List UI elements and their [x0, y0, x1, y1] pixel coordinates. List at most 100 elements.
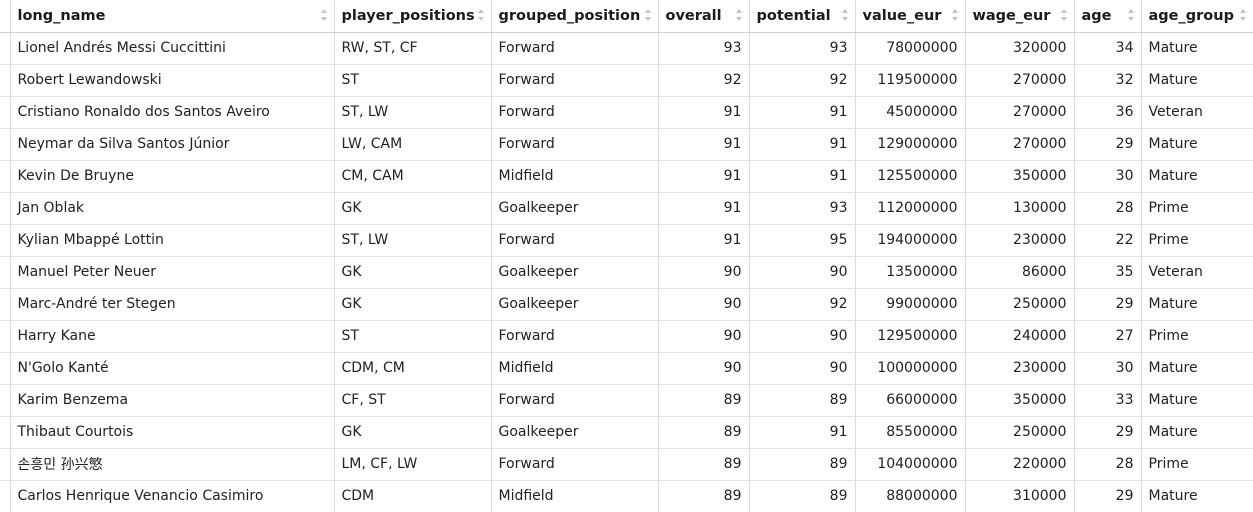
cell-potential: 90	[749, 352, 856, 385]
table-row[interactable]: Neymar da Silva Santos Júnior LW, CAM Forw…	[0, 128, 1253, 161]
table-row[interactable]: Robert Lewandowski ST Forward 92 92 119500000…	[0, 64, 1253, 97]
cell-wage-eur: 130000	[965, 192, 1075, 225]
column-header-age-group[interactable]: age_group	[1141, 0, 1253, 33]
table-row[interactable]: 손흥민 孙兴慜 LM, CF, LW Forward 89 89 104000000 220…	[0, 448, 1253, 481]
cell-grouped-position: Forward	[491, 320, 659, 353]
table-row[interactable]: N'Golo Kanté CDM, CM Midfield 90 90 100000000…	[0, 352, 1253, 385]
cell-value-eur: 13500000	[855, 256, 966, 289]
cell-player-positions: CM, CAM	[334, 160, 492, 193]
cell-potential: 91	[749, 160, 856, 193]
table-row[interactable]: Carlos Henrique Venancio Casimiro CDM Midf…	[0, 480, 1253, 512]
cell-value-eur: 119500000	[855, 64, 966, 97]
cell-age: 29	[1074, 480, 1142, 512]
column-header-label: player_positions	[341, 7, 475, 24]
cell-age: 30	[1074, 160, 1142, 193]
column-header-label: long_name	[17, 7, 106, 24]
cell-player-positions: GK	[334, 288, 492, 321]
cell-long-name: Harry Kane	[10, 320, 335, 353]
column-header-overall[interactable]: overall	[658, 0, 750, 33]
cell-wage-eur: 230000	[965, 224, 1075, 257]
table-row[interactable]: Jan Oblak GK Goalkeeper 91 93 112000000 130000…	[0, 192, 1253, 225]
column-header-grouped-position[interactable]: grouped_position	[491, 0, 659, 33]
cell-grouped-position: Goalkeeper	[491, 192, 659, 225]
cell-wage-eur: 270000	[965, 64, 1075, 97]
table-row[interactable]: Cristiano Ronaldo dos Santos Aveiro ST, L…	[0, 96, 1253, 129]
table-row[interactable]: Karim Benzema CF, ST Forward 89 89 66000000 35…	[0, 384, 1253, 417]
cell-long-name: Carlos Henrique Venancio Casimiro	[10, 480, 335, 512]
cell-long-name: Cristiano Ronaldo dos Santos Aveiro	[10, 96, 335, 129]
row-stub	[0, 96, 11, 129]
cell-overall: 89	[658, 448, 750, 481]
sort-icon[interactable]	[644, 9, 652, 21]
sort-icon[interactable]	[320, 9, 328, 21]
cell-wage-eur: 310000	[965, 480, 1075, 512]
cell-potential: 93	[749, 192, 856, 225]
table-body: Lionel Andrés Messi Cuccittini RW, ST, CF…	[0, 32, 1253, 512]
sort-icon[interactable]	[841, 9, 849, 21]
cell-player-positions: LW, CAM	[334, 128, 492, 161]
cell-player-positions: GK	[334, 416, 492, 449]
table-row[interactable]: Lionel Andrés Messi Cuccittini RW, ST, CF…	[0, 32, 1253, 65]
cell-potential: 89	[749, 448, 856, 481]
cell-overall: 91	[658, 224, 750, 257]
column-header-label: value_eur	[862, 7, 942, 24]
column-header-player-positions[interactable]: player_positions	[334, 0, 492, 33]
column-header-potential[interactable]: potential	[749, 0, 856, 33]
column-header-label: potential	[756, 7, 831, 24]
cell-overall: 90	[658, 288, 750, 321]
cell-player-positions: ST	[334, 320, 492, 353]
cell-age-group: Mature	[1141, 384, 1253, 417]
cell-overall: 93	[658, 32, 750, 65]
row-stub	[0, 288, 11, 321]
cell-overall: 89	[658, 480, 750, 512]
cell-age-group: Mature	[1141, 128, 1253, 161]
cell-age-group: Mature	[1141, 32, 1253, 65]
cell-age: 30	[1074, 352, 1142, 385]
cell-potential: 92	[749, 288, 856, 321]
table-row[interactable]: Kylian Mbappé Lottin ST, LW Forward 91 95 194…	[0, 224, 1253, 257]
cell-grouped-position: Midfield	[491, 160, 659, 193]
cell-potential: 91	[749, 128, 856, 161]
cell-long-name: Kylian Mbappé Lottin	[10, 224, 335, 257]
cell-potential: 91	[749, 416, 856, 449]
cell-age: 36	[1074, 96, 1142, 129]
cell-player-positions: CF, ST	[334, 384, 492, 417]
cell-wage-eur: 350000	[965, 160, 1075, 193]
cell-wage-eur: 270000	[965, 96, 1075, 129]
header-row: long_name player_positions grouped_positio…	[0, 0, 1253, 33]
cell-player-positions: ST, LW	[334, 96, 492, 129]
cell-player-positions: CDM, CM	[334, 352, 492, 385]
cell-wage-eur: 350000	[965, 384, 1075, 417]
table-row[interactable]: Thibaut Courtois GK Goalkeeper 89 91 85500000…	[0, 416, 1253, 449]
cell-overall: 90	[658, 256, 750, 289]
sort-icon[interactable]	[1127, 9, 1135, 21]
cell-grouped-position: Midfield	[491, 352, 659, 385]
column-header-long-name[interactable]: long_name	[10, 0, 335, 33]
cell-long-name: Marc-André ter Stegen	[10, 288, 335, 321]
cell-wage-eur: 320000	[965, 32, 1075, 65]
table-row[interactable]: Kevin De Bruyne CM, CAM Midfield 91 91 125500…	[0, 160, 1253, 193]
table-row[interactable]: Manuel Peter Neuer GK Goalkeeper 90 90 135000…	[0, 256, 1253, 289]
cell-long-name: Jan Oblak	[10, 192, 335, 225]
sort-icon[interactable]	[1239, 9, 1247, 21]
sort-icon[interactable]	[477, 9, 485, 21]
sort-icon[interactable]	[951, 9, 959, 21]
cell-age: 22	[1074, 224, 1142, 257]
column-header-value-eur[interactable]: value_eur	[855, 0, 966, 33]
cell-age-group: Mature	[1141, 480, 1253, 512]
table-row[interactable]: Marc-André ter Stegen GK Goalkeeper 90 92 990…	[0, 288, 1253, 321]
column-header-label: wage_eur	[972, 7, 1051, 24]
cell-age: 34	[1074, 32, 1142, 65]
row-stub	[0, 192, 11, 225]
row-stub	[0, 160, 11, 193]
row-stub	[0, 352, 11, 385]
column-header-label: age	[1081, 7, 1112, 24]
table-row[interactable]: Harry Kane ST Forward 90 90 129500000 240000 27…	[0, 320, 1253, 353]
sort-icon[interactable]	[735, 9, 743, 21]
cell-value-eur: 78000000	[855, 32, 966, 65]
cell-player-positions: CDM	[334, 480, 492, 512]
sort-icon[interactable]	[1060, 9, 1068, 21]
column-header-age[interactable]: age	[1074, 0, 1142, 33]
column-header-wage-eur[interactable]: wage_eur	[965, 0, 1075, 33]
